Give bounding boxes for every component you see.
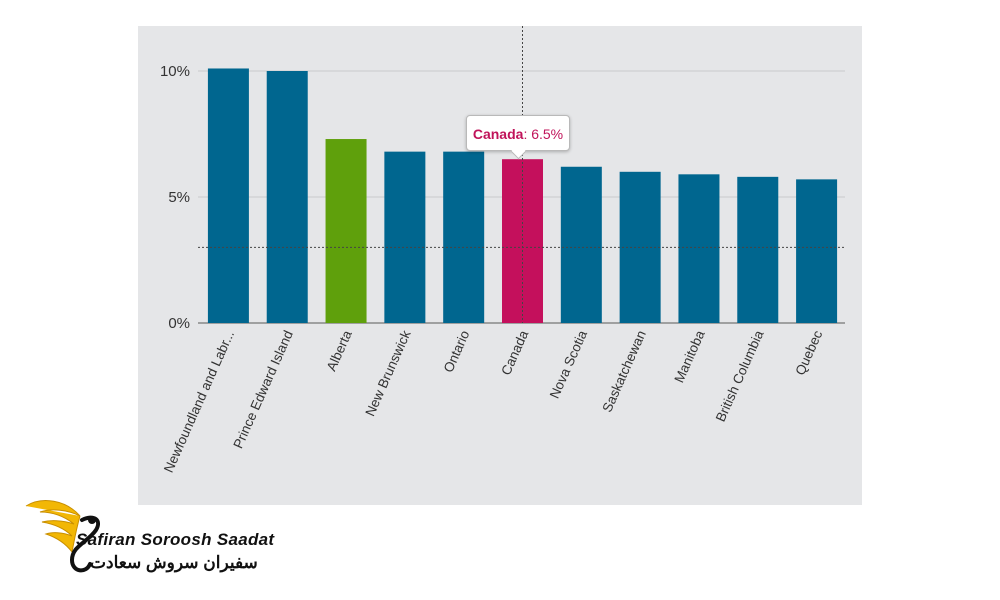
x-tick-label: Alberta xyxy=(324,328,355,374)
tooltip-value: 6.5% xyxy=(531,126,564,142)
wing-icon xyxy=(25,500,81,554)
x-tick-label: New Brunswick xyxy=(362,328,413,419)
brand-name-en: Safiran Soroosh Saadat xyxy=(76,530,275,549)
x-tick-label: Newfoundland and Labr... xyxy=(161,328,237,475)
tooltip-sep: : xyxy=(523,126,532,142)
y-tick-label: 0% xyxy=(168,315,190,332)
bar[interactable] xyxy=(796,179,838,323)
bar[interactable] xyxy=(266,71,308,323)
x-tick-label: Saskatchewan xyxy=(599,328,648,414)
tooltip: Canada: 6.5% xyxy=(466,115,570,160)
bar[interactable] xyxy=(560,166,602,323)
tooltip-name: Canada xyxy=(472,126,524,142)
x-tick-label: Canada xyxy=(498,328,531,378)
x-tick-label: Quebec xyxy=(792,328,825,378)
x-tick-label: Manitoba xyxy=(671,328,707,385)
bar[interactable] xyxy=(737,176,779,323)
y-tick-label: 5% xyxy=(168,189,190,206)
bar[interactable] xyxy=(678,174,720,323)
brand-name-fa: سفیران سروش سعادت xyxy=(90,553,258,572)
y-tick-label: 10% xyxy=(160,63,190,80)
x-tick-label: British Columbia xyxy=(713,328,767,424)
x-tick-label: Ontario xyxy=(441,328,473,375)
x-tick-label: Nova Scotia xyxy=(547,328,591,401)
brand-logo-icon xyxy=(25,500,101,573)
x-tick-label: Prince Edward Island xyxy=(230,328,296,451)
bar[interactable] xyxy=(384,151,426,323)
bar[interactable] xyxy=(325,139,367,323)
bar[interactable] xyxy=(207,68,249,323)
bar[interactable] xyxy=(443,151,485,323)
